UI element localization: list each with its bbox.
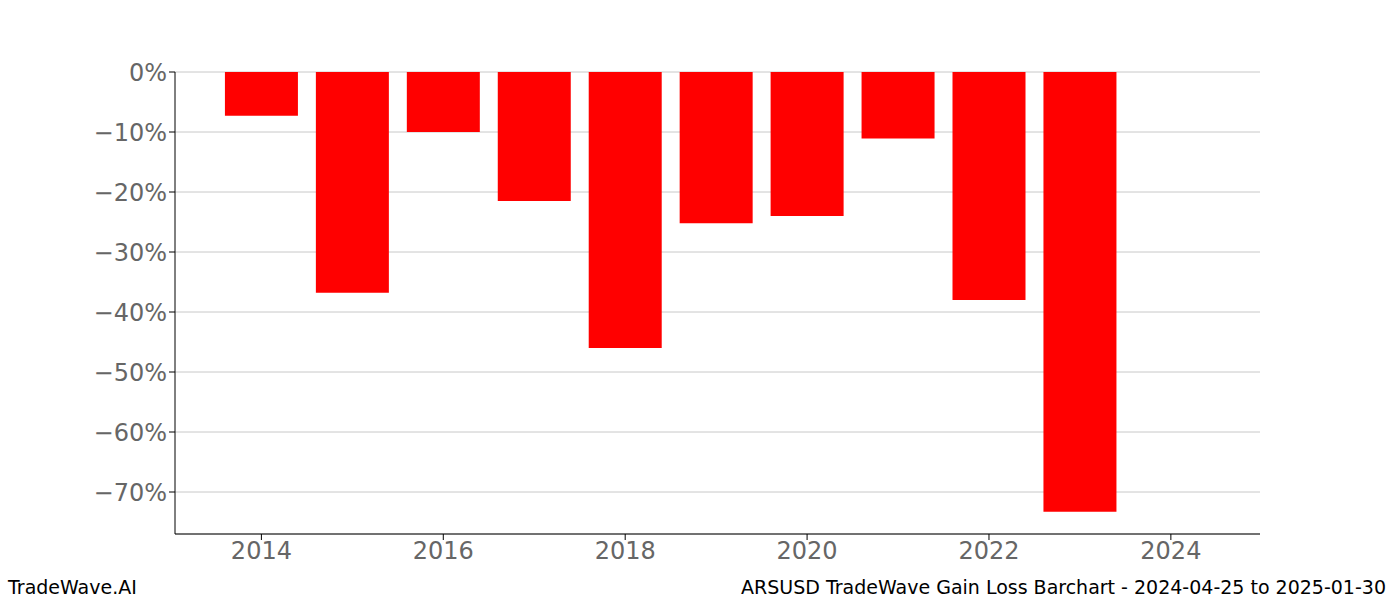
svg-text:2014: 2014 (231, 537, 292, 565)
svg-text:−10%: −10% (94, 119, 167, 147)
svg-text:−50%: −50% (94, 359, 167, 387)
svg-text:−30%: −30% (94, 239, 167, 267)
svg-text:−70%: −70% (94, 479, 167, 507)
svg-text:2022: 2022 (958, 537, 1019, 565)
svg-text:2016: 2016 (413, 537, 474, 565)
html-text:TradeWave.AI: TradeWave.AI (8, 576, 137, 598)
svg-text:−60%: −60% (94, 419, 167, 447)
svg-text:2018: 2018 (595, 537, 656, 565)
svg-text:2020: 2020 (777, 537, 838, 565)
html-text:ARSUSD TradeWave Gain Loss Bar: ARSUSD TradeWave Gain Loss Barchart - 20… (741, 576, 1386, 598)
svg-text:0%: 0% (129, 59, 167, 87)
svg-text:−40%: −40% (94, 299, 167, 327)
svg-text:2024: 2024 (1140, 537, 1201, 565)
svg-text:−20%: −20% (94, 179, 167, 207)
